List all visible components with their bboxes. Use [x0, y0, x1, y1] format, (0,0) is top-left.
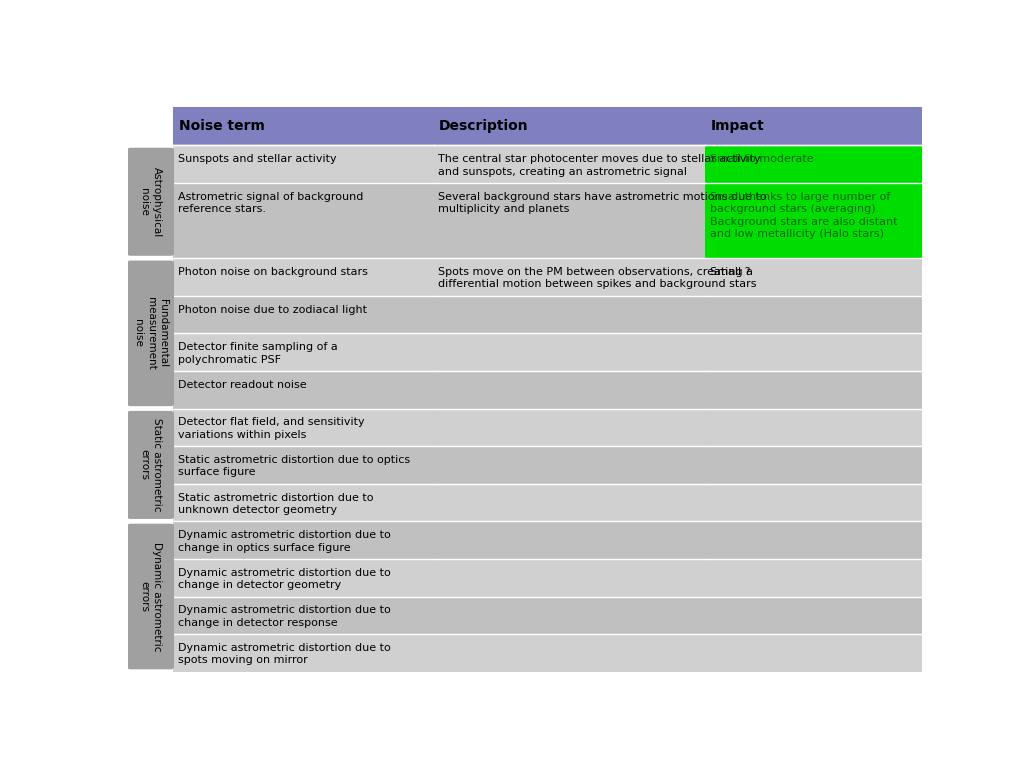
FancyBboxPatch shape	[127, 260, 174, 406]
Text: Dynamic astrometric distortion due to
change in optics surface figure: Dynamic astrometric distortion due to ch…	[178, 530, 391, 553]
Text: Photon noise on background stars: Photon noise on background stars	[178, 267, 368, 277]
Bar	[705, 333, 922, 371]
Bar	[173, 559, 433, 597]
Bar	[433, 409, 705, 446]
Text: Detector flat field, and sensitivity
variations within pixels: Detector flat field, and sensitivity var…	[178, 418, 365, 440]
Bar	[705, 484, 922, 521]
Bar	[173, 333, 433, 371]
Bar	[433, 371, 705, 409]
Text: Fundamental
measurement
noise: Fundamental measurement noise	[133, 297, 168, 369]
Bar	[433, 107, 705, 145]
Bar	[433, 634, 705, 672]
FancyBboxPatch shape	[127, 411, 174, 519]
Text: Photon noise due to zodiacal light: Photon noise due to zodiacal light	[178, 305, 367, 315]
Bar	[433, 446, 705, 484]
Text: Small thanks to large number of
background stars (averaging).
Background stars a: Small thanks to large number of backgrou…	[710, 192, 897, 239]
Bar	[173, 183, 433, 258]
Text: Astrometric signal of background
reference stars.: Astrometric signal of background referen…	[178, 192, 364, 214]
Bar	[705, 597, 922, 634]
Bar	[433, 484, 705, 521]
Text: Static astrometric distortion due to optics
surface figure: Static astrometric distortion due to opt…	[178, 455, 411, 478]
Text: Detector finite sampling of a
polychromatic PSF: Detector finite sampling of a polychroma…	[178, 343, 338, 365]
Text: Dynamic astrometric distortion due to
change in detector response: Dynamic astrometric distortion due to ch…	[178, 605, 391, 627]
Bar	[173, 634, 433, 672]
Bar	[705, 446, 922, 484]
Bar	[173, 484, 433, 521]
Text: Dynamic astrometric distortion due to
change in detector geometry: Dynamic astrometric distortion due to ch…	[178, 568, 391, 590]
Text: Static astrometric
errors: Static astrometric errors	[139, 419, 162, 511]
FancyBboxPatch shape	[127, 524, 174, 670]
Text: Spots move on the PM between observations, creating a
differential motion betwee: Spots move on the PM between observation…	[438, 267, 757, 290]
Bar	[433, 597, 705, 634]
Bar	[173, 296, 433, 333]
Bar	[433, 145, 705, 183]
Bar	[173, 107, 433, 145]
Text: Impact: Impact	[711, 119, 764, 133]
Bar	[705, 371, 922, 409]
Bar	[705, 258, 922, 296]
Bar	[433, 296, 705, 333]
Text: Detector readout noise: Detector readout noise	[178, 380, 306, 390]
Bar	[433, 559, 705, 597]
Bar	[433, 183, 705, 258]
Text: Static astrometric distortion due to
unknown detector geometry: Static astrometric distortion due to unk…	[178, 492, 374, 515]
Bar	[433, 258, 705, 296]
Text: Small to moderate: Small to moderate	[710, 154, 813, 164]
Text: Dynamic astrometric
errors: Dynamic astrometric errors	[139, 541, 162, 651]
Bar	[173, 597, 433, 634]
Bar	[173, 409, 433, 446]
Text: Small ?: Small ?	[710, 267, 751, 277]
Text: Sunspots and stellar activity: Sunspots and stellar activity	[178, 154, 337, 164]
Bar	[173, 446, 433, 484]
Bar	[433, 521, 705, 559]
Bar	[705, 145, 922, 183]
Bar	[705, 409, 922, 446]
Text: The central star photocenter moves due to stellar activity
and sunspots, creatin: The central star photocenter moves due t…	[438, 154, 761, 177]
Bar	[705, 521, 922, 559]
Bar	[705, 183, 922, 258]
Bar	[433, 333, 705, 371]
Text: Description: Description	[439, 119, 528, 133]
Bar	[173, 371, 433, 409]
Text: Noise term: Noise term	[179, 119, 264, 133]
Bar	[173, 145, 433, 183]
Bar	[705, 634, 922, 672]
Bar	[705, 559, 922, 597]
Bar	[705, 296, 922, 333]
Bar	[173, 258, 433, 296]
Text: Several background stars have astrometric motions due to
multiplicity and planet: Several background stars have astrometri…	[438, 192, 767, 214]
Bar	[705, 107, 922, 145]
Text: Astrophysical
noise: Astrophysical noise	[139, 167, 162, 237]
Text: Dynamic astrometric distortion due to
spots moving on mirror: Dynamic astrometric distortion due to sp…	[178, 643, 391, 665]
Bar	[173, 521, 433, 559]
FancyBboxPatch shape	[127, 147, 174, 256]
